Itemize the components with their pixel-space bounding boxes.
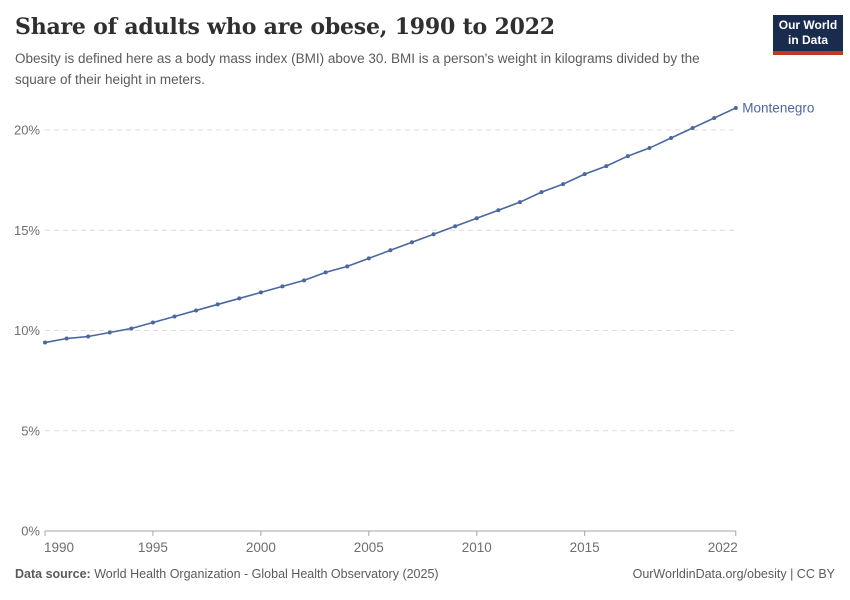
x-tick-label: 2000: [246, 540, 276, 555]
data-point[interactable]: [86, 334, 91, 339]
data-point[interactable]: [582, 172, 587, 177]
owid-logo-line1: Our World: [778, 18, 838, 32]
data-point[interactable]: [302, 278, 307, 283]
data-point[interactable]: [129, 326, 134, 331]
data-point[interactable]: [366, 256, 371, 261]
y-tick-label: 20%: [14, 123, 40, 138]
data-point[interactable]: [561, 182, 566, 187]
data-point[interactable]: [604, 164, 609, 169]
data-point[interactable]: [733, 105, 738, 110]
data-point[interactable]: [64, 336, 69, 341]
chart-title: Share of adults who are obese, 1990 to 2…: [15, 14, 555, 40]
owid-logo[interactable]: Our World in Data: [773, 15, 843, 55]
y-tick-label: 10%: [14, 323, 40, 338]
x-tick-label: 1995: [138, 540, 168, 555]
data-point[interactable]: [496, 208, 501, 213]
data-point[interactable]: [237, 296, 242, 301]
data-point[interactable]: [280, 284, 285, 289]
data-point[interactable]: [453, 224, 458, 229]
chart-footer: Data source: World Health Organization -…: [15, 567, 835, 581]
data-point[interactable]: [517, 200, 522, 205]
x-tick-label: 2005: [354, 540, 384, 555]
data-point[interactable]: [431, 232, 436, 237]
chart-header: Share of adults who are obese, 1990 to 2…: [15, 14, 765, 91]
data-point[interactable]: [107, 330, 112, 335]
data-point[interactable]: [474, 216, 479, 221]
data-point[interactable]: [625, 154, 630, 159]
data-source-note: Data source: World Health Organization -…: [15, 567, 439, 581]
data-source-value: World Health Organization - Global Healt…: [90, 567, 439, 581]
data-point[interactable]: [647, 146, 652, 151]
y-tick-label: 0%: [21, 524, 40, 539]
data-point[interactable]: [539, 190, 544, 195]
data-point[interactable]: [43, 340, 47, 345]
data-point[interactable]: [258, 290, 263, 295]
x-tick-label: 2010: [462, 540, 492, 555]
series-line-montenegro[interactable]: [44, 107, 737, 344]
x-tick-label: 2022: [708, 540, 738, 555]
data-point[interactable]: [669, 136, 674, 141]
data-point[interactable]: [194, 308, 199, 313]
data-point[interactable]: [690, 125, 695, 130]
series-label-montenegro[interactable]: Montenegro: [742, 100, 814, 115]
data-source-label: Data source:: [15, 567, 91, 581]
x-tick-label: 2015: [570, 540, 600, 555]
data-point[interactable]: [345, 264, 350, 269]
owid-logo-line2: in Data: [787, 33, 828, 47]
y-tick-label: 15%: [14, 223, 40, 238]
chart-subtitle: Obesity is defined here as a body mass i…: [15, 51, 700, 87]
y-tick-label: 5%: [21, 423, 40, 438]
data-point[interactable]: [215, 302, 220, 307]
data-point[interactable]: [712, 115, 717, 120]
data-point[interactable]: [388, 248, 393, 253]
data-point[interactable]: [172, 314, 177, 319]
data-point[interactable]: [150, 320, 155, 325]
data-point[interactable]: [409, 240, 414, 245]
credit-link[interactable]: OurWorldinData.org/obesity | CC BY: [632, 567, 835, 581]
data-point[interactable]: [323, 270, 328, 275]
x-tick-label: 1990: [44, 540, 74, 555]
